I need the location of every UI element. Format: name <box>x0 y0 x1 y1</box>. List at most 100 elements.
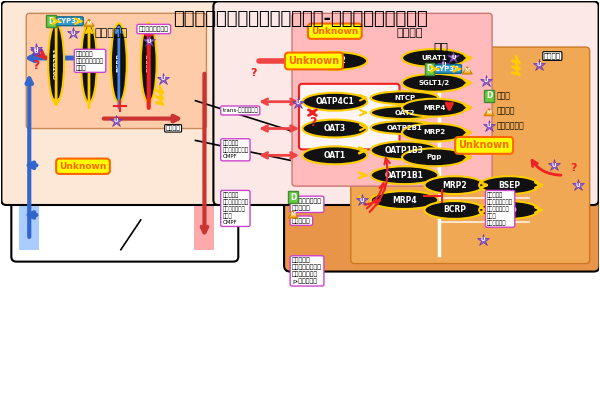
Text: BCRP: BCRP <box>116 54 121 72</box>
FancyBboxPatch shape <box>214 1 599 205</box>
Text: Unknown: Unknown <box>289 56 340 66</box>
Text: MRP4: MRP4 <box>423 105 446 111</box>
Text: M: M <box>86 21 91 26</box>
Ellipse shape <box>479 201 539 219</box>
Ellipse shape <box>479 176 539 194</box>
Text: キヌレン酸
インドキシル硫酸
CMPF: キヌレン酸 インドキシル硫酸 CMPF <box>223 140 248 159</box>
Text: U: U <box>536 63 541 67</box>
Text: U: U <box>451 54 455 59</box>
FancyBboxPatch shape <box>11 28 238 262</box>
Bar <box>19 39 39 249</box>
FancyBboxPatch shape <box>351 47 590 263</box>
Text: CYP3A: CYP3A <box>434 66 460 72</box>
FancyBboxPatch shape <box>1 1 220 205</box>
Text: Pgp: Pgp <box>427 154 442 160</box>
Text: D: D <box>486 91 493 100</box>
Text: MRP4: MRP4 <box>392 196 417 204</box>
Ellipse shape <box>302 146 367 164</box>
Text: U: U <box>34 47 38 52</box>
Ellipse shape <box>371 191 439 209</box>
Text: ：尿毒症物質: ：尿毒症物質 <box>497 121 525 130</box>
Text: OATP2B1: OATP2B1 <box>386 124 422 130</box>
Text: U: U <box>146 38 151 44</box>
FancyBboxPatch shape <box>292 13 492 186</box>
Polygon shape <box>484 109 494 116</box>
Text: ：薬物: ：薬物 <box>497 91 511 100</box>
Text: BSEP: BSEP <box>498 181 520 190</box>
Polygon shape <box>84 19 94 26</box>
Text: ?: ? <box>32 59 40 72</box>
FancyBboxPatch shape <box>299 84 400 149</box>
Ellipse shape <box>402 148 467 166</box>
FancyBboxPatch shape <box>26 13 206 128</box>
Text: OCT2: OCT2 <box>323 56 346 65</box>
Text: NTCP: NTCP <box>394 95 415 101</box>
Text: トランスポーターを介した薬物-尿毒症物質相互作用: トランスポーターを介した薬物-尿毒症物質相互作用 <box>173 10 427 28</box>
Text: Unknown: Unknown <box>311 27 359 36</box>
Text: U: U <box>481 237 485 242</box>
Text: 腎尿細管: 腎尿細管 <box>396 28 423 38</box>
Text: キヌレン酸
インドキシル硫酸
インドール酢酸
馬尿酸
CMPF: キヌレン酸 インドキシル硫酸 インドール酢酸 馬尿酸 CMPF <box>223 192 248 225</box>
Text: キヌレン酸
インドキシル硫酸
インドール酢酸
馬尿酸
フェニル酢酸: キヌレン酸 インドキシル硫酸 インドール酢酸 馬尿酸 フェニル酢酸 <box>487 192 513 226</box>
Ellipse shape <box>402 99 467 117</box>
Text: OATP2B1: OATP2B1 <box>53 47 59 79</box>
Ellipse shape <box>424 176 484 194</box>
Ellipse shape <box>371 121 439 134</box>
Text: M: M <box>487 110 491 115</box>
Ellipse shape <box>302 52 367 70</box>
Text: Pgp: Pgp <box>500 205 517 214</box>
Text: U: U <box>71 31 76 36</box>
Ellipse shape <box>302 119 367 137</box>
Text: OAT1: OAT1 <box>324 151 346 160</box>
Text: インドキシル硫酸
キヌレン酸: インドキシル硫酸 キヌレン酸 <box>292 198 322 211</box>
Text: ?: ? <box>250 68 256 78</box>
Ellipse shape <box>81 23 97 103</box>
Ellipse shape <box>371 142 439 160</box>
Text: Unknown: Unknown <box>59 162 107 171</box>
Ellipse shape <box>371 91 439 104</box>
Ellipse shape <box>111 23 127 103</box>
Ellipse shape <box>371 106 439 119</box>
Text: キヌレン酸: キヌレン酸 <box>292 218 311 223</box>
Text: U: U <box>487 123 491 128</box>
Text: 腸上皮細胞: 腸上皮細胞 <box>94 28 127 38</box>
Text: Unknown: Unknown <box>458 140 510 151</box>
Text: CYP3A: CYP3A <box>56 18 82 24</box>
Text: ：代謝物: ：代謝物 <box>497 106 515 115</box>
Text: trans-アコニット酸: trans-アコニット酸 <box>223 108 258 113</box>
Text: キヌレン酸
インドキシル硫酸
インドール酢酸
p-クレソール: キヌレン酸 インドキシル硫酸 インドール酢酸 p-クレソール <box>292 258 322 284</box>
Text: OATP1B3: OATP1B3 <box>385 146 424 155</box>
Ellipse shape <box>371 166 439 184</box>
Ellipse shape <box>302 93 367 111</box>
Text: OAT3: OAT3 <box>324 124 346 133</box>
Ellipse shape <box>402 49 467 67</box>
Text: U: U <box>296 100 300 105</box>
Text: 発現上昇: 発現上昇 <box>166 126 181 131</box>
Text: OATP1B1: OATP1B1 <box>385 171 424 180</box>
Text: ?: ? <box>571 163 577 173</box>
Polygon shape <box>462 67 472 74</box>
Text: U: U <box>551 163 556 168</box>
Text: 肝臓: 肝臓 <box>434 42 449 54</box>
Ellipse shape <box>402 124 467 142</box>
Ellipse shape <box>424 201 484 219</box>
Polygon shape <box>288 211 298 218</box>
Text: 発現上昇: 発現上昇 <box>544 53 561 59</box>
Text: U: U <box>441 63 446 67</box>
Text: U: U <box>575 183 580 188</box>
Text: キヌレン酸
インドキシル硫酸
馬尿酸: キヌレン酸 インドキシル硫酸 馬尿酸 <box>76 51 104 71</box>
Text: U: U <box>34 49 38 54</box>
Text: BCRP: BCRP <box>146 54 151 72</box>
Text: U: U <box>359 198 364 202</box>
Text: D: D <box>290 193 296 202</box>
Text: SGLT1/2: SGLT1/2 <box>419 80 450 86</box>
Text: D: D <box>426 65 433 74</box>
Text: U: U <box>113 118 118 123</box>
Text: U: U <box>160 76 165 81</box>
Text: URAT1: URAT1 <box>421 55 447 61</box>
Text: Pgp: Pgp <box>86 56 91 70</box>
Text: M: M <box>465 68 470 73</box>
Bar <box>194 39 214 249</box>
Ellipse shape <box>141 23 157 103</box>
Text: MRP2: MRP2 <box>442 181 467 190</box>
